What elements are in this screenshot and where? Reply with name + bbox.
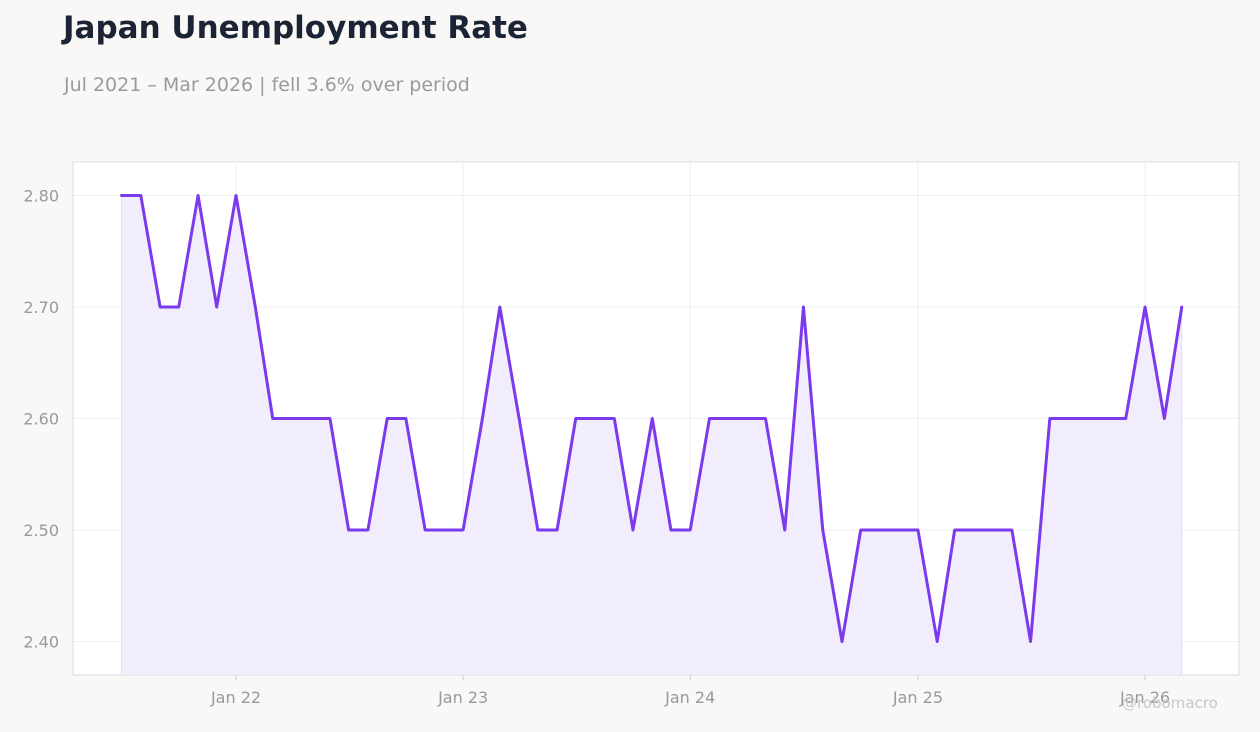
y-tick-label: 2.40 bbox=[23, 633, 59, 652]
y-tick-label: 2.60 bbox=[23, 410, 59, 429]
watermark: @robomacro bbox=[1122, 694, 1218, 712]
chart-subtitle: Jul 2021 – Mar 2026 | fell 3.6% over per… bbox=[64, 74, 470, 96]
x-tick-label: Jan 26 bbox=[1119, 688, 1170, 707]
chart-title: Japan Unemployment Rate bbox=[63, 10, 528, 46]
x-tick-label: Jan 24 bbox=[664, 688, 715, 707]
series-line bbox=[120, 193, 1184, 644]
x-tick-label: Jan 23 bbox=[437, 688, 488, 707]
x-tick-label: Jan 25 bbox=[892, 688, 943, 707]
area-fill bbox=[121, 195, 1182, 675]
y-tick-label: 2.50 bbox=[23, 521, 59, 540]
y-tick-label: 2.80 bbox=[23, 186, 59, 205]
x-tick-label: Jan 22 bbox=[210, 688, 261, 707]
y-tick-label: 2.70 bbox=[23, 298, 59, 317]
